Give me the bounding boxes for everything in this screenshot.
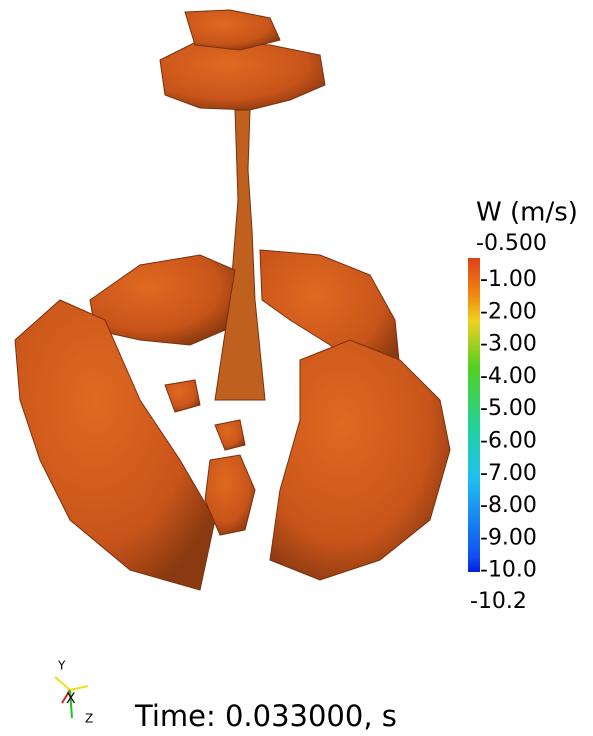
colorbar-tick-label: -5.00 [480, 396, 537, 421]
colorbar-tick-label: -8.00 [480, 493, 537, 518]
color-scale [468, 258, 480, 572]
colorbar-tick-label: -6.00 [480, 429, 537, 454]
colorbar-tick-label: -4.00 [480, 364, 537, 389]
colorbar-max-label: -0.500 [476, 231, 547, 256]
time-label: Time: 0.033000, s [134, 699, 397, 733]
orientation-axes: Y X Z [54, 659, 93, 726]
colorbar-title: W (m/s) [476, 198, 578, 228]
colorbar-min-label: -10.2 [470, 589, 527, 614]
axis-z-label: Z [85, 712, 93, 726]
colorbar-tick-label: -7.00 [480, 461, 537, 486]
axis-x-label: X [66, 691, 76, 707]
colorbar-tick-label: -9.00 [480, 525, 537, 550]
axis-x [61, 689, 71, 704]
isosurface [14, 9, 451, 591]
axis-y [54, 676, 71, 691]
colorbar-tick-label: -3.00 [480, 332, 537, 357]
axis-y-label: Y [57, 659, 66, 673]
colorbar-tick-label: -10.0 [480, 558, 537, 583]
axis-z [69, 689, 73, 719]
colorbar-tick-label: -1.00 [480, 267, 537, 292]
axis-y2 [69, 685, 89, 691]
colorbar: W (m/s) -0.500 -10.2 -1.00 -2.00 -3.00 -4.0… [468, 198, 578, 614]
colorbar-tick-label: -2.00 [480, 299, 537, 324]
